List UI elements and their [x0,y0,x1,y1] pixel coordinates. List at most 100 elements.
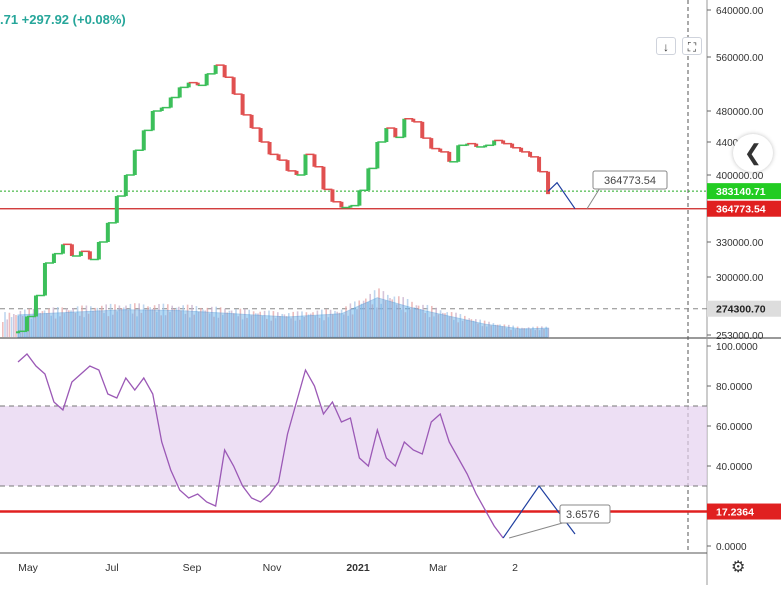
volume-bar [197,311,200,337]
gear-icon[interactable]: ⚙ [731,559,746,576]
volume-bar [450,312,453,337]
price-candle [150,111,155,131]
price-candle [204,73,209,86]
price-candle [375,142,380,169]
volume-bar [494,324,497,337]
price-candle [357,190,362,206]
volume-bar [354,301,356,337]
oscillator-callout-pointer [508,521,567,539]
volume-bar [101,305,103,337]
volume-bar [345,306,347,337]
price-callout-text: 364773.54 [604,175,656,187]
volume-bar [521,327,523,337]
volume-bar [299,319,301,337]
volume-bar [486,326,488,337]
volume-bar [169,311,171,337]
volume-bar [483,320,486,337]
volume-bar [272,311,275,337]
price-candle [114,196,119,223]
price-candle [528,151,533,157]
volume-bar [252,311,255,337]
volume-bar [28,308,30,337]
volume-bar [499,324,501,337]
volume-bar [323,320,325,337]
price-candle [69,244,74,256]
price-candle [501,140,506,144]
volume-bar [527,327,530,337]
volume-bar [316,310,319,337]
price-candle [16,331,20,334]
chevron-left-icon[interactable]: ❮ [733,134,773,172]
volume-bar [384,300,387,337]
volume-bar [538,330,541,337]
volume-bar [261,316,264,337]
volume-bar [475,319,477,337]
fullscreen-icon[interactable]: ⛶ [682,37,702,55]
volume-bar [123,307,125,337]
volume-bar [142,304,145,337]
time-axis-tick-label: Nov [263,562,282,574]
volume-bar [241,319,244,337]
volume-bar [288,313,290,337]
volume-bar [444,313,446,337]
volume-bar [516,326,519,337]
volume-bar [171,305,173,337]
price-candle [438,148,443,152]
volume-bar [107,316,110,337]
volume-bar [72,307,74,337]
volume-bar [193,314,195,337]
volume-bar [219,307,222,337]
volume-bar [35,315,37,337]
volume-bar [268,310,270,337]
volume-bar [96,307,99,337]
volume-bar [200,307,202,337]
price-axis-tick-label: 300000.00 [716,273,764,284]
volume-bar [43,310,46,337]
volume-bar [230,310,233,337]
volume-bar [52,307,55,337]
volume-bar [180,310,182,337]
price-label-bg [707,183,781,200]
price-candle [240,94,245,115]
oscillator-axis-tick-label: 40.0000 [716,462,753,473]
volume-bar [294,320,297,337]
volume-bar [400,309,402,337]
volume-bar [32,308,35,337]
price-candle [132,150,137,175]
volume-bar [285,316,288,337]
price-candle [321,166,326,190]
volume-bar [305,312,308,337]
volume-bar [246,317,248,337]
volume-bar [409,309,411,337]
volume-bar [208,313,211,337]
volume-bar [479,319,481,337]
volume-bar [215,306,217,337]
price-candle [411,118,416,122]
volume-bar [90,306,92,337]
volume-bar [492,323,495,337]
time-axis-tick-label: 2 [512,562,518,574]
volume-bar [519,328,521,337]
volume-bar [233,313,235,337]
volume-bar [532,326,534,337]
volume-bar [257,313,259,337]
price-label-text: 364773.54 [716,204,766,216]
volume-bar [501,326,503,337]
volume-bar [147,306,149,337]
download-arrow-icon[interactable]: ↓ [656,37,676,55]
volume-bar [70,310,72,337]
volume-bar [415,305,418,337]
volume-bar [391,299,393,337]
volume-bar [164,315,167,337]
price-candle [429,138,434,149]
volume-bar [290,318,292,337]
volume-bar [325,309,327,337]
volume-bar [153,305,156,337]
volume-bar [514,329,517,337]
volume-bar [173,309,176,337]
volume-bar [131,313,134,337]
price-label-text: 383140.71 [716,186,766,198]
oscillator-callout-box [559,504,611,524]
